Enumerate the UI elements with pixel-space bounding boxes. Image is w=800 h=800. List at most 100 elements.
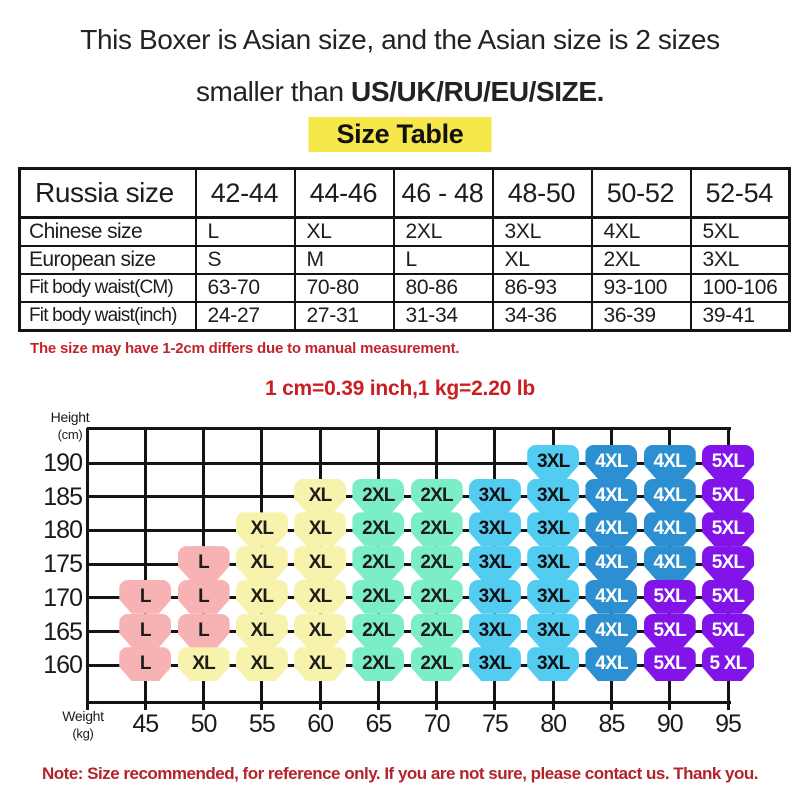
size-table-row: European size S M L XL 2XL 3XL <box>18 245 791 275</box>
size-table-row: Chinese size L XL 2XL 3XL 4XL 5XL <box>18 216 791 247</box>
y-axis-tick-label: 180 <box>43 516 83 545</box>
size-badge: 3XL <box>468 579 521 614</box>
size-badge: 5 XL <box>702 647 754 682</box>
size-badge: 2XL <box>410 478 463 513</box>
size-badge: XL <box>235 613 288 648</box>
size-badge: 2XL <box>410 546 463 581</box>
y-axis-tick-label: 185 <box>43 482 83 511</box>
size-table-cell: XL <box>491 245 593 275</box>
header-line1: This Boxer is Asian size, and the Asian … <box>80 24 720 55</box>
size-badge: 3XL <box>527 579 580 614</box>
size-badge: 3XL <box>468 478 521 513</box>
grid-line <box>435 428 439 710</box>
size-table-cell: L <box>194 216 296 247</box>
y-axis-tick-label: 190 <box>43 449 83 477</box>
size-badge: XL <box>294 512 347 547</box>
grid-line <box>726 428 730 710</box>
size-table-row: Russia size 42-44 44-46 46 - 48 48-50 50-52 52… <box>18 167 791 219</box>
size-badge: 4XL <box>585 445 638 479</box>
size-badge: 2XL <box>352 512 405 547</box>
grid-line <box>202 428 206 710</box>
size-table-title: Size Table <box>308 117 492 152</box>
grid-line <box>87 663 731 667</box>
size-badge: 5XL <box>643 579 696 614</box>
x-axis-tick-label: 85 <box>598 710 626 738</box>
size-badge: L <box>119 647 172 682</box>
x-axis-tick-label: 80 <box>540 710 567 738</box>
size-badge: 2XL <box>352 613 405 648</box>
size-table-cell: 2XL <box>590 245 692 275</box>
size-table-cell: 27-31 <box>293 301 395 332</box>
grid-line <box>143 428 147 710</box>
size-table-cell: M <box>293 245 395 275</box>
size-table-row-label: Fit body waist(CM) <box>18 273 197 303</box>
grid-line <box>87 630 731 633</box>
conversion-note: 1 cm=0.39 inch,1 kg=2.20 lb <box>264 377 536 400</box>
size-table-cell: 5XL <box>689 216 791 247</box>
size-table-cell: 80-86 <box>392 273 494 303</box>
grid-line <box>609 428 613 710</box>
size-badge: XL <box>235 647 288 682</box>
size-badge: 5XL <box>643 613 696 648</box>
y-axis-tick-label: 175 <box>43 550 83 579</box>
size-table-cell: 48-50 <box>491 167 593 219</box>
size-table-cell: 4XL <box>590 216 692 247</box>
size-badge: XL <box>294 613 347 648</box>
size-badge: 3XL <box>527 445 580 479</box>
x-axis-tick-label: 55 <box>248 710 276 738</box>
size-badge: 2XL <box>352 546 405 581</box>
size-badge: 4XL <box>643 512 696 547</box>
grid-line <box>551 428 555 710</box>
grid-line <box>87 461 731 465</box>
size-table-cell: 86-93 <box>491 273 593 303</box>
size-badge: 3XL <box>527 613 580 648</box>
size-badge: 5XL <box>702 579 754 614</box>
grid-line <box>376 428 380 710</box>
size-badge: 2XL <box>410 512 463 547</box>
size-badge: 4XL <box>643 445 696 479</box>
size-table-cell: 52-54 <box>689 167 791 219</box>
size-table-row-label: Chinese size <box>18 216 197 247</box>
header-line2-bold: US/UK/RU/EU/SIZE. <box>351 76 605 107</box>
size-badge: 4XL <box>585 512 638 547</box>
size-badge: 3XL <box>527 546 580 581</box>
size-badge: 3XL <box>468 546 521 581</box>
grid-line <box>87 562 731 566</box>
y-axis-title-line1: Height <box>50 409 90 425</box>
size-table-row: Fit body waist(CM) 63-70 70-80 80-86 86-93 93… <box>18 273 791 303</box>
size-badge: 4XL <box>585 647 638 682</box>
size-badge: XL <box>235 579 288 614</box>
grid-line <box>87 495 731 499</box>
size-badge: XL <box>294 546 347 581</box>
size-table-cell: XL <box>293 216 395 247</box>
size-table-cell: 34-36 <box>491 301 593 332</box>
size-table-row: Fit body waist(inch) 24-27 27-31 31-34 34-36… <box>18 301 791 332</box>
size-table-cell: 42-44 <box>194 167 296 219</box>
size-badge: 4XL <box>643 478 696 513</box>
y-axis-title: Height (cm) <box>40 409 100 443</box>
size-badge: 4XL <box>585 613 638 648</box>
size-badge: L <box>177 579 230 614</box>
size-badge: 4XL <box>585 478 638 513</box>
size-table-cell: 46 - 48 <box>392 167 494 219</box>
size-badge: 2XL <box>410 613 463 648</box>
size-table-cell: 50-52 <box>590 167 692 219</box>
size-badge: 5XL <box>702 512 754 547</box>
size-table-cell: 63-70 <box>194 273 296 303</box>
x-axis-tick-label: 75 <box>482 710 509 738</box>
size-table-cell: 2XL <box>392 216 494 247</box>
header-line2: smaller than US/UK/RU/EU/SIZE. <box>0 76 800 108</box>
size-badge: L <box>177 613 230 648</box>
x-axis-tick-label: 65 <box>365 710 392 738</box>
y-axis-tick-label: 165 <box>43 617 83 646</box>
grid-line <box>85 428 89 710</box>
size-badge: 3XL <box>468 647 521 682</box>
x-axis-tick-label: 50 <box>190 710 218 738</box>
size-badge: L <box>177 546 230 581</box>
size-table-cell: L <box>392 245 494 275</box>
size-badge: 2XL <box>352 647 405 682</box>
x-axis-tick-label: 45 <box>132 710 159 738</box>
grid-line <box>318 428 322 710</box>
x-axis-title-line2: (kg) <box>72 726 94 741</box>
y-axis-title-line2: (cm) <box>57 427 83 442</box>
